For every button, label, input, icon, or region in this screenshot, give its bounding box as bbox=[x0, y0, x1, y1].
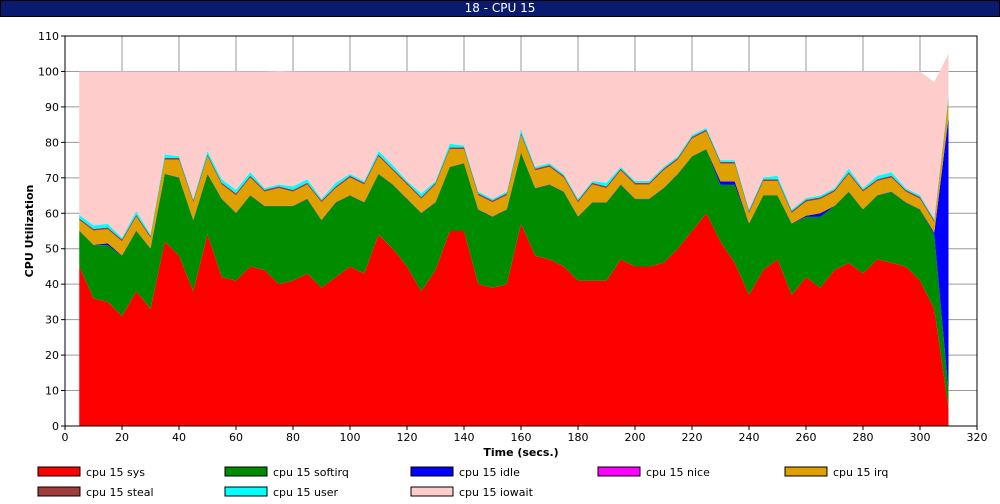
y-tick-label: 60 bbox=[45, 207, 59, 220]
legend-label: cpu 15 user bbox=[273, 486, 338, 499]
x-tick-label: 280 bbox=[853, 431, 874, 444]
legend: cpu 15 sys cpu 15 softirq cpu 15 idle cpu 1… bbox=[37, 466, 888, 499]
y-tick-label: 110 bbox=[38, 30, 59, 43]
y-tick-label: 0 bbox=[52, 420, 59, 433]
x-tick-label: 20 bbox=[115, 431, 129, 444]
x-tick-label: 160 bbox=[511, 431, 532, 444]
x-tick-label: 0 bbox=[62, 431, 69, 444]
legend-swatch bbox=[784, 466, 828, 477]
legend-swatch bbox=[410, 466, 454, 477]
legend-swatch bbox=[224, 466, 268, 477]
legend-swatch bbox=[410, 486, 454, 497]
legend-label: cpu 15 irq bbox=[833, 466, 888, 479]
window-title: 18 - CPU 15 bbox=[0, 0, 1000, 17]
y-tick-label: 80 bbox=[45, 136, 59, 149]
y-tick-label: 40 bbox=[45, 278, 59, 291]
legend-label: cpu 15 nice bbox=[646, 466, 710, 479]
x-tick-label: 300 bbox=[910, 431, 931, 444]
x-tick-label: 40 bbox=[172, 431, 186, 444]
y-tick-label: 10 bbox=[45, 385, 59, 398]
legend-swatch bbox=[37, 486, 81, 497]
legend-label: cpu 15 sys bbox=[86, 466, 145, 479]
x-axis-ticks: 0 20 40 60 80 100 120 140 160 180 200 220 240 260 280 3… bbox=[62, 426, 988, 444]
y-tick-label: 30 bbox=[45, 314, 59, 327]
legend-swatch bbox=[597, 466, 641, 477]
stacked-areas bbox=[79, 53, 949, 426]
legend-label: cpu 15 iowait bbox=[459, 486, 534, 499]
y-tick-label: 50 bbox=[45, 243, 59, 256]
y-tick-label: 70 bbox=[45, 172, 59, 185]
legend-label: cpu 15 softirq bbox=[273, 466, 349, 479]
y-tick-label: 100 bbox=[38, 65, 59, 78]
x-tick-label: 140 bbox=[454, 431, 475, 444]
legend-swatch bbox=[37, 466, 81, 477]
x-tick-label: 80 bbox=[286, 431, 300, 444]
y-axis-ticks: 0 10 20 30 40 50 60 70 80 90 100 110 bbox=[38, 30, 65, 433]
x-tick-label: 100 bbox=[340, 431, 361, 444]
y-axis-label: CPU Utilization bbox=[23, 185, 36, 278]
legend-label: cpu 15 steal bbox=[86, 486, 154, 499]
x-tick-label: 120 bbox=[397, 431, 418, 444]
cpu-utilization-chart: 0 10 20 30 40 50 60 70 80 90 100 110 0 20 40 60 80 100 12… bbox=[23, 30, 988, 499]
area-cpu-15-softirq bbox=[79, 149, 949, 409]
legend-label: cpu 15 idle bbox=[459, 466, 520, 479]
x-tick-label: 260 bbox=[796, 431, 817, 444]
x-tick-label: 220 bbox=[682, 431, 703, 444]
legend-swatch bbox=[224, 486, 268, 497]
area-cpu-15-irq bbox=[79, 99, 949, 256]
x-tick-label: 240 bbox=[739, 431, 760, 444]
area-cpu-15-sys bbox=[79, 213, 949, 426]
x-tick-label: 200 bbox=[625, 431, 646, 444]
area-cpu-15-iowait bbox=[79, 53, 949, 238]
y-tick-label: 90 bbox=[45, 101, 59, 114]
x-tick-label: 60 bbox=[229, 431, 243, 444]
x-tick-label: 320 bbox=[967, 431, 988, 444]
y-tick-label: 20 bbox=[45, 349, 59, 362]
x-axis-label: Time (secs.) bbox=[483, 446, 558, 459]
x-tick-label: 180 bbox=[568, 431, 589, 444]
